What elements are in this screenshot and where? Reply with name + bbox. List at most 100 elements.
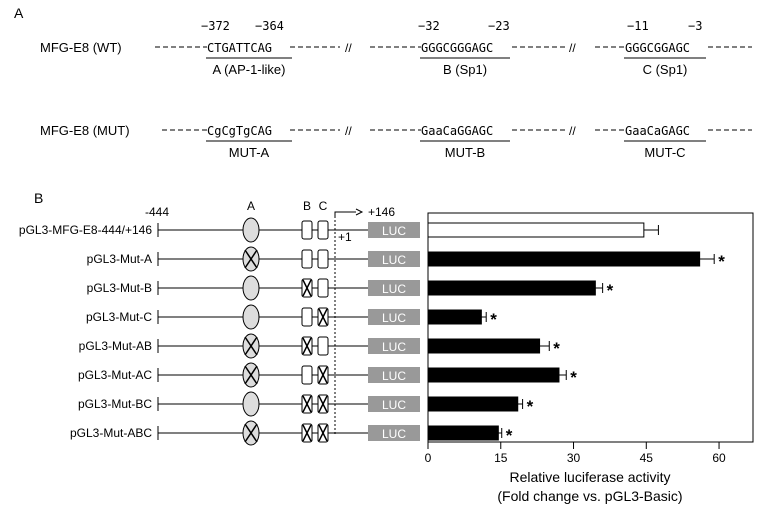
mut-site-b-caption: MUT-B (445, 145, 485, 160)
construct-row: pGL3-Mut-B LUC (87, 275, 420, 301)
luc-box (368, 338, 420, 354)
bar (427, 425, 499, 441)
mut-site-a-sequence: CgCgTgCAG (207, 124, 272, 138)
panel-b-label: B (34, 190, 43, 206)
significance-mark: * (553, 339, 560, 358)
luc-label: LUC (382, 253, 406, 267)
site-a-ellipse (242, 391, 260, 417)
wt-site-a-caption: A (AP-1-like) (213, 62, 286, 77)
site-b-box (301, 365, 313, 385)
luc-box (368, 309, 420, 325)
construct-row: pGL3-Mut-AC LUC (78, 362, 420, 388)
site-b-box (301, 220, 313, 240)
construct-name: pGL3-Mut-ABC (70, 426, 152, 440)
x-tick-label: 15 (494, 451, 508, 465)
site-c-box (317, 278, 329, 298)
panel-a: A MFG-E8 (WT) // // CTGATTCAG GGGCGGGAGC… (14, 5, 752, 160)
bar (427, 396, 519, 412)
position-label-left: -444 (145, 205, 169, 219)
construct-row: pGL3-Mut-A LUC (87, 246, 420, 272)
site-b-header: B (303, 199, 311, 213)
wt-site-c-sequence: GGGCGGAGC (625, 41, 690, 55)
mut-site-b-sequence: GaaCaGGAGC (421, 124, 493, 138)
site-b-box (301, 307, 313, 327)
x-tick-label: 0 (425, 451, 432, 465)
luc-box (368, 396, 420, 412)
site-b-mutation-mark (302, 395, 312, 413)
chart-frame (427, 212, 754, 443)
luc-box (368, 425, 420, 441)
construct-name: pGL3-Mut-B (87, 281, 152, 295)
bar (427, 338, 541, 354)
site-a-ellipse (242, 217, 260, 243)
x-tick-label: 30 (567, 451, 581, 465)
site-b-mutation-mark (302, 424, 312, 442)
construct-name: pGL3-Mut-A (87, 252, 152, 266)
wt-row-label: MFG-E8 (WT) (40, 40, 122, 55)
construct-row: pGL3-Mut-ABC LUC (70, 420, 420, 446)
site-a-mutation-mark (244, 365, 258, 385)
position-label-right: +146 (368, 205, 395, 219)
mut-site-c-sequence: GaaCaGAGC (625, 124, 690, 138)
luc-label: LUC (382, 398, 406, 412)
luc-label: LUC (382, 369, 406, 383)
site-c-mutation-mark (318, 395, 328, 413)
significance-mark: * (570, 368, 577, 387)
luc-box (368, 280, 420, 296)
wt-break-mark-1: // (345, 41, 352, 55)
construct-name: pGL3-Mut-AB (79, 339, 152, 353)
wt-site-a-left-position: −372 (201, 19, 230, 33)
mut-break-mark-2: // (569, 124, 576, 138)
site-c-box (317, 249, 329, 269)
wt-site-b-left-position: −32 (418, 19, 440, 33)
bar (427, 251, 701, 267)
wt-site-a-sequence: CTGATTCAG (207, 41, 272, 55)
site-a-mutation-mark (244, 336, 258, 356)
wt-site-b-right-position: −23 (488, 19, 510, 33)
wt-site-b-caption: B (Sp1) (443, 62, 487, 77)
mut-site-c-caption: MUT-C (644, 145, 685, 160)
site-a-ellipse (242, 275, 260, 301)
tss-label: +1 (338, 230, 352, 244)
luc-box (368, 367, 420, 383)
bar (427, 367, 560, 383)
significance-mark: * (490, 310, 497, 329)
construct-name: pGL3-MFG-E8-444/+146 (19, 223, 152, 237)
site-c-mutation-mark (318, 366, 328, 384)
luc-box (368, 222, 420, 238)
luc-label: LUC (382, 282, 406, 296)
site-c-box (317, 336, 329, 356)
site-c-box (317, 220, 329, 240)
wt-site-c-right-position: −3 (688, 19, 702, 33)
construct-row: pGL3-MFG-E8-444/+146 LUC (19, 217, 420, 243)
site-c-mutation-mark (318, 424, 328, 442)
construct-row: pGL3-Mut-BC LUC (78, 391, 420, 417)
x-axis-label-line2: (Fold change vs. pGL3-Basic) (497, 488, 682, 504)
site-a-mutation-mark (244, 423, 258, 443)
tss-arrow (334, 211, 356, 216)
significance-mark: * (607, 281, 614, 300)
bar (427, 222, 645, 238)
wt-break-mark-2: // (569, 41, 576, 55)
construct-name: pGL3-Mut-C (86, 310, 152, 324)
panel-b: B -444 +146 A B C +1 pGL3-MFG-E8-444/+14… (19, 190, 754, 504)
significance-mark: * (718, 252, 725, 271)
construct-row: pGL3-Mut-C LUC (86, 304, 420, 330)
site-a-header: A (247, 199, 255, 213)
site-b-box (301, 249, 313, 269)
significance-mark: * (527, 397, 534, 416)
panel-a-label: A (14, 5, 24, 21)
luc-label: LUC (382, 311, 406, 325)
construct-name: pGL3-Mut-BC (78, 397, 152, 411)
x-axis-label-line1: Relative luciferase activity (509, 469, 670, 485)
x-tick-label: 60 (712, 451, 726, 465)
site-c-mutation-mark (318, 308, 328, 326)
significance-mark: * (506, 426, 513, 445)
site-b-mutation-mark (302, 279, 312, 297)
site-a-mutation-mark (244, 249, 258, 269)
construct-name: pGL3-Mut-AC (78, 368, 152, 382)
luc-label: LUC (382, 224, 406, 238)
bar (427, 280, 596, 296)
wt-site-c-caption: C (Sp1) (643, 62, 688, 77)
